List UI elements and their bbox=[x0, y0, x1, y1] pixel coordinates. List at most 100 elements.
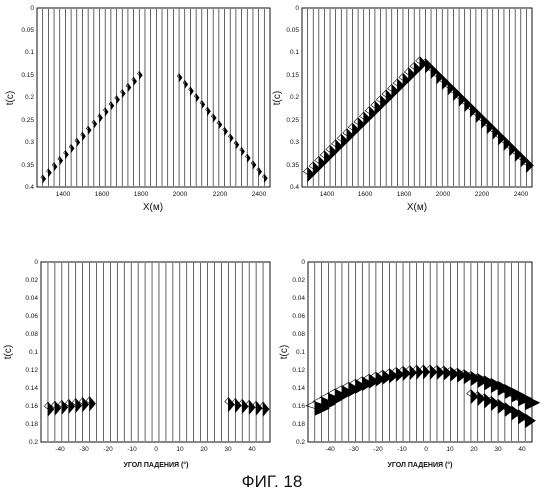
wavelet-mark bbox=[478, 392, 485, 406]
x-tick-label: 40 bbox=[518, 446, 526, 453]
wavelet-mark bbox=[242, 399, 248, 413]
event-wavelets bbox=[303, 57, 533, 182]
wavelet-mark bbox=[76, 398, 82, 412]
x-tick-label: 20 bbox=[470, 446, 478, 453]
x-tick-label: 10 bbox=[176, 446, 184, 453]
wavelet-mark bbox=[228, 398, 234, 412]
wavelet-mark bbox=[225, 127, 228, 135]
wavelet-mark bbox=[410, 62, 414, 69]
wavelet-mark bbox=[404, 68, 408, 75]
y-tick-label: 0.02 bbox=[292, 277, 305, 284]
wavelet-mark bbox=[467, 390, 471, 397]
x-tick-label: -40 bbox=[55, 446, 65, 453]
wavelet-mark bbox=[54, 163, 57, 171]
wavelet-mark bbox=[82, 132, 85, 140]
wavelet-mark bbox=[360, 112, 364, 119]
traces bbox=[315, 263, 525, 441]
wavelet-mark bbox=[190, 87, 193, 95]
y-tick-label: 0.16 bbox=[25, 403, 38, 410]
x-tick-label: 2400 bbox=[514, 191, 529, 198]
y-tick-label: 0.18 bbox=[25, 421, 38, 428]
wavelet-mark bbox=[48, 402, 54, 416]
x-tick-label: -10 bbox=[397, 446, 407, 453]
x-tick-label: -40 bbox=[325, 446, 335, 453]
wavelet-mark bbox=[242, 147, 245, 155]
wavelet-mark bbox=[256, 401, 262, 415]
wavelet-mark bbox=[303, 167, 307, 174]
x-tick-label: 2200 bbox=[475, 191, 490, 198]
wavelet-mark bbox=[315, 156, 319, 163]
x-tick-label: -30 bbox=[349, 446, 359, 453]
x-tick-label: 0 bbox=[154, 446, 158, 453]
wavelet-mark bbox=[235, 398, 241, 412]
y-tick-label: 0.3 bbox=[25, 139, 34, 146]
wavelet-mark bbox=[185, 80, 188, 88]
y-tick-label: 0.1 bbox=[290, 49, 299, 56]
wavelet-mark bbox=[320, 151, 324, 158]
y-tick-label: 0.35 bbox=[21, 162, 34, 169]
x-tick-label: 1800 bbox=[397, 191, 412, 198]
wavelet-mark bbox=[337, 134, 341, 141]
panel-bottom-left: 0 0.02 0.04 0.06 0.08 0.1 0.12 0.14 0.16… bbox=[3, 259, 270, 469]
wavelet-mark bbox=[247, 154, 250, 162]
wavelet-mark bbox=[94, 120, 97, 128]
y-tick-label: 0.08 bbox=[25, 331, 38, 338]
traces bbox=[48, 263, 263, 441]
figure-caption: ФИГ. 18 bbox=[0, 472, 544, 492]
wavelet-mark bbox=[399, 73, 403, 80]
wavelet-mark bbox=[196, 94, 199, 102]
x-tick-label: 2200 bbox=[213, 191, 228, 198]
x-tick-label: 1600 bbox=[358, 191, 373, 198]
y-axis-label: t(c) bbox=[272, 91, 283, 105]
wavelet-mark bbox=[122, 90, 125, 98]
wavelet-mark bbox=[219, 121, 222, 129]
wavelet-mark bbox=[264, 174, 267, 182]
x-tick-label: -20 bbox=[373, 446, 383, 453]
wavelet-mark bbox=[410, 366, 417, 380]
wavelet-mark bbox=[225, 398, 229, 405]
y-axis-label: t(c) bbox=[5, 91, 16, 105]
wavelet-mark bbox=[128, 83, 131, 91]
y-tick-label: 0.4 bbox=[290, 184, 299, 191]
y-tick-label: 0.04 bbox=[25, 295, 38, 302]
wavelet-mark bbox=[202, 101, 205, 109]
wavelet-mark bbox=[43, 175, 46, 183]
x-axis-label: X(м) bbox=[143, 202, 163, 213]
wavelet-mark bbox=[77, 138, 80, 146]
x-tick-label: -30 bbox=[79, 446, 89, 453]
wavelet-mark bbox=[371, 101, 375, 108]
wavelet-mark bbox=[90, 397, 96, 411]
y-tick-label: 0.2 bbox=[29, 439, 38, 446]
wavelet-mark bbox=[71, 144, 74, 152]
x-tick-label: 30 bbox=[494, 446, 502, 453]
x-axis-label: УГОЛ ПАДЕНИЯ (°) bbox=[124, 461, 189, 469]
wavelet-mark bbox=[382, 90, 386, 97]
x-tick-label: 30 bbox=[224, 446, 232, 453]
y-tick-label: 0.14 bbox=[292, 385, 305, 392]
x-tick-label: 1400 bbox=[320, 191, 335, 198]
y-tick-label: 0.12 bbox=[25, 367, 38, 374]
wavelet-mark bbox=[331, 140, 335, 147]
wavelet-mark bbox=[213, 114, 216, 122]
wavelet-mark bbox=[134, 77, 137, 85]
y-tick-label: 0 bbox=[301, 259, 305, 266]
y-axis-label: t(c) bbox=[3, 345, 14, 359]
plot-frame bbox=[37, 8, 270, 187]
y-axis-label: t(c) bbox=[279, 345, 290, 359]
x-tick-label: 1800 bbox=[134, 191, 149, 198]
wavelet-mark bbox=[343, 129, 347, 136]
x-tick-label: 2400 bbox=[252, 191, 267, 198]
x-tick-label: 0 bbox=[424, 446, 428, 453]
wavelet-mark bbox=[55, 401, 61, 415]
wavelet-mark bbox=[88, 126, 91, 134]
wavelet-mark bbox=[253, 161, 256, 169]
x-axis-label: X(м) bbox=[407, 202, 427, 213]
y-tick-label: 0.35 bbox=[286, 162, 299, 169]
wavelet-mark bbox=[230, 134, 233, 142]
x-tick-label: 2000 bbox=[173, 191, 188, 198]
wavelet-mark bbox=[365, 107, 369, 114]
y-tick-label: 0.1 bbox=[29, 349, 38, 356]
wavelet-mark bbox=[393, 79, 397, 86]
y-tick-label: 0.4 bbox=[25, 184, 34, 191]
